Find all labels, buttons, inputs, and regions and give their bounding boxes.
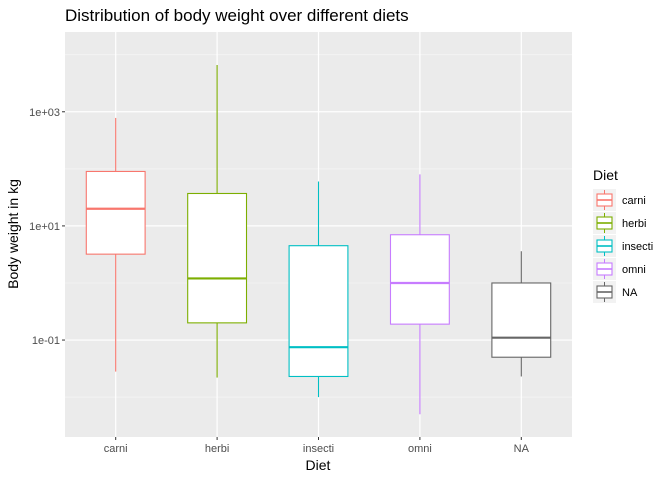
x-tick-label: NA	[514, 443, 530, 455]
x-axis-title: Diet	[306, 457, 331, 473]
legend-item-omni: omni	[593, 258, 646, 280]
legend-label: carni	[622, 195, 646, 207]
y-tick-label: 1e+01	[29, 221, 60, 233]
chart-title: Distribution of body weight over differe…	[65, 6, 409, 25]
y-tick-label: 1e-01	[32, 335, 60, 347]
legend-label: herbi	[622, 218, 646, 230]
box-carni	[85, 117, 146, 372]
x-axis-ticks: carni herbi insecti omni NA	[104, 437, 530, 455]
legend-item-insecti: insecti	[593, 235, 653, 257]
box-insecti	[288, 181, 349, 398]
box-iqr	[491, 282, 552, 358]
box-iqr	[288, 245, 349, 378]
legend-label: omni	[622, 264, 646, 276]
box-herbi	[187, 65, 248, 378]
x-tick-label: carni	[104, 443, 128, 455]
legend-label: NA	[622, 287, 638, 299]
legend-item-NA: NA	[593, 281, 638, 303]
box-omni	[389, 174, 450, 415]
box-NA	[491, 251, 552, 377]
box-iqr	[85, 170, 146, 255]
x-tick-label: omni	[408, 443, 432, 455]
legend-item-carni: carni	[593, 189, 646, 211]
y-axis-title: Body weight in kg	[5, 179, 21, 289]
y-tick-label: 1e+03	[29, 107, 60, 119]
legend: carni herbi insecti omni NA	[593, 189, 653, 303]
legend-title: Diet	[593, 167, 618, 183]
legend-item-herbi: herbi	[593, 212, 646, 234]
box-iqr	[389, 234, 450, 325]
x-tick-label: herbi	[205, 443, 229, 455]
y-axis-ticks: 1e-01 1e+01 1e+03	[29, 107, 65, 347]
boxes	[85, 65, 552, 415]
x-tick-label: insecti	[303, 443, 334, 455]
box-iqr	[187, 192, 248, 324]
legend-label: insecti	[622, 241, 653, 253]
